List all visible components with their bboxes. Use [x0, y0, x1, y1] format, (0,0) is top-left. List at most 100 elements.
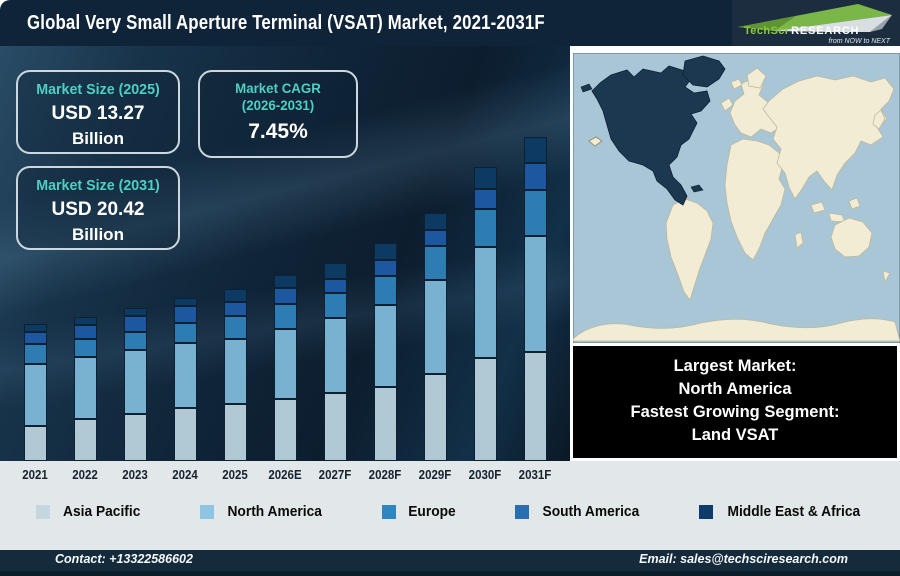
x-axis-labels: 2021 2022 2023 2024 2025 2026E 2027F 2028F 2029F… [0, 461, 570, 490]
bar-2027F-segment-europe [323, 293, 347, 318]
bar-2028F [373, 243, 397, 461]
region-greenland-highlight [682, 55, 726, 88]
bar-2026E [273, 275, 297, 461]
region-caribbean-highlight [690, 184, 704, 193]
bar-2027F-segment-asia-pacific [323, 393, 347, 461]
market-size-2031-box: Market Size (2031) USD 20.42 Billion [16, 166, 180, 250]
bar-2021-segment-middle-east-africa [23, 324, 47, 332]
axis-label-2029F: 2029F [418, 468, 452, 482]
bar-2030F-segment-asia-pacific [473, 358, 497, 461]
bar-2026E-segment-middle-east-africa [273, 275, 297, 288]
continent-south-america [665, 198, 714, 301]
market-size-2025-label: Market Size (2025) [36, 81, 160, 98]
region-scandinavia [746, 67, 767, 89]
bar-2022-segment-europe [73, 339, 97, 357]
region-southeast-asia-islands [810, 197, 861, 223]
axis-label-2025: 2025 [222, 468, 248, 482]
axis-label-2028F: 2028F [368, 468, 402, 482]
island-hawaii [588, 136, 603, 147]
market-cagr-box: Market CAGR (2026-2031) 7.45% [198, 70, 358, 158]
techsci-logo: TechSci Research from NOW to NEXT [732, 0, 900, 46]
bar-2023 [123, 308, 147, 461]
logo-brand2: Research [791, 25, 860, 37]
bar-2029F-segment-europe [423, 246, 447, 280]
market-size-2025-box: Market Size (2025) USD 13.27 Billion [16, 70, 180, 154]
largest-market-callout: Largest Market: North America Fastest Gr… [573, 346, 897, 458]
map-column: Largest Market: North America Fastest Gr… [570, 46, 900, 461]
world-map [572, 52, 900, 344]
market-cagr-value: 7.45% [248, 120, 308, 143]
legend-swatch-middle-east-africa [699, 505, 714, 519]
bar-2030F [473, 167, 497, 461]
callout-line-2: North America [678, 380, 792, 398]
legend-item-asia-pacific: Asia Pacific [36, 504, 142, 520]
island-japan [872, 109, 886, 130]
axis-label-2024: 2024 [172, 468, 198, 482]
bar-2028F-segment-north-america [373, 305, 397, 387]
bar-2024-segment-middle-east-africa [173, 298, 197, 306]
bar-2028F-segment-europe [373, 276, 397, 305]
legend-item-middle-east-africa: Middle East & Africa [699, 504, 864, 520]
continent-antarctica [572, 318, 900, 342]
bar-2030F-segment-europe [473, 209, 497, 247]
bar-2029F [423, 213, 447, 461]
bottom-strip [0, 461, 900, 550]
island-iceland [730, 78, 743, 90]
bar-column-2022 [60, 317, 110, 461]
bar-2023-segment-asia-pacific [123, 414, 147, 461]
bar-2022 [73, 317, 97, 461]
market-size-2025-value: USD 13.27 [51, 103, 145, 124]
continent-australia [830, 217, 873, 258]
bar-2025 [223, 289, 247, 461]
bar-2027F-segment-middle-east-africa [323, 263, 347, 279]
chart-legend: Asia Pacific North America Europe South Ame… [0, 503, 900, 521]
bar-2025-segment-middle-east-africa [223, 289, 247, 302]
bar-column-2025 [210, 289, 260, 461]
footer-email: Email: sales@techsciresearch.com [639, 552, 848, 566]
market-size-2031-unit: Billion [72, 225, 124, 244]
bar-2031F-segment-middle-east-africa [523, 137, 547, 163]
market-cagr-label-line2: (2026-2031) [241, 97, 315, 113]
bar-2026E-segment-europe [273, 304, 297, 329]
bar-2024-segment-europe [173, 323, 197, 343]
bar-2023-segment-middle-east-africa [123, 308, 147, 316]
legend-label-south-america: South America [542, 504, 640, 520]
bar-2029F-segment-asia-pacific [423, 374, 447, 461]
bar-2029F-segment-south-america [423, 230, 447, 246]
bar-2025-segment-south-america [223, 302, 247, 316]
continent-north-america-highlight [591, 65, 711, 206]
bar-column-2030F [460, 167, 510, 461]
chart-panel: Market Size (2025) USD 13.27 Billion Mar… [0, 46, 570, 461]
bar-column-2024 [160, 298, 210, 461]
bar-column-2031F [510, 137, 560, 461]
bar-2030F-segment-south-america [473, 189, 497, 209]
callout-line-3: Fastest Growing Segment: [630, 403, 840, 421]
stacked-bar-chart [0, 46, 570, 461]
bar-column-2021 [10, 324, 60, 461]
axis-label-2027F: 2027F [318, 468, 352, 482]
bar-2030F-segment-north-america [473, 247, 497, 358]
bar-2031F-segment-europe [523, 190, 547, 236]
bar-2027F-segment-north-america [323, 318, 347, 393]
bar-2022-segment-south-america [73, 325, 97, 339]
legend-swatch-asia-pacific [36, 505, 50, 519]
legend-label-asia-pacific: Asia Pacific [63, 504, 141, 520]
bar-2028F-segment-south-america [373, 260, 397, 276]
bar-2026E-segment-asia-pacific [273, 399, 297, 461]
callout-line-4: Land VSAT [691, 426, 779, 444]
market-cagr-label: Market CAGR (2026-2031) [204, 80, 352, 114]
bar-2026E-segment-north-america [273, 329, 297, 399]
bar-2031F-segment-north-america [523, 236, 547, 352]
bar-2021-segment-europe [23, 344, 47, 364]
island-madagascar [794, 231, 804, 249]
bar-2021-segment-north-america [23, 364, 47, 426]
legend-item-europe: Europe [382, 504, 457, 520]
axis-label-2031F: 2031F [518, 468, 552, 482]
island-new-zealand [882, 270, 891, 284]
continent-asia [762, 75, 895, 200]
bar-column-2028F [360, 243, 410, 461]
legend-swatch-south-america [514, 505, 529, 519]
bar-2028F-segment-asia-pacific [373, 387, 397, 461]
bar-2031F-segment-asia-pacific [523, 352, 547, 461]
